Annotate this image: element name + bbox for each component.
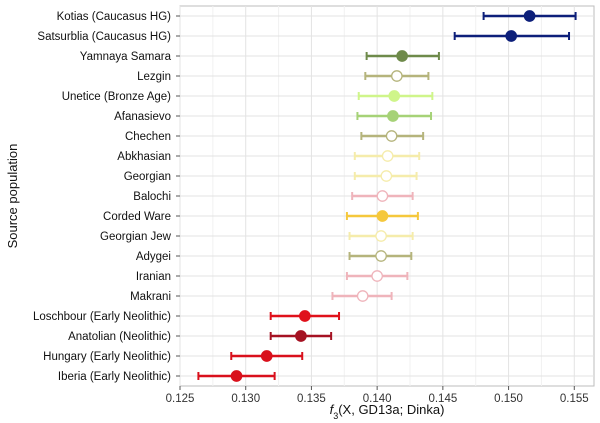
category-label: Hungary (Early Neolithic)	[43, 351, 171, 363]
data-point	[295, 330, 307, 342]
category-label: Satsurblia (Caucasus HG)	[37, 31, 171, 43]
x-tick-label: 0.140	[363, 393, 392, 405]
data-point	[391, 70, 403, 82]
data-point	[260, 350, 273, 362]
category-label: Anatolian (Neolithic)	[68, 331, 171, 343]
x-tick-labels: 0.125 0.130 0.135 0.140 0.145 0.150 0.155	[166, 386, 589, 405]
category-label: Georgian	[124, 171, 171, 183]
data-point	[387, 110, 399, 122]
data-point	[371, 270, 383, 282]
data-point	[376, 210, 389, 222]
data-point	[381, 150, 394, 162]
data-point	[388, 90, 401, 102]
data-point	[230, 370, 243, 382]
data-point	[385, 130, 398, 142]
x-tick-label: 0.145	[428, 393, 457, 405]
x-tick-label: 0.135	[297, 393, 326, 405]
x-tick-label: 0.130	[231, 393, 260, 405]
category-label: Afanasievo	[114, 111, 171, 123]
category-label: Iberia (Early Neolithic)	[58, 371, 171, 383]
category-label: Kotias (Caucasus HG)	[57, 11, 172, 23]
category-label: Yamnaya Samara	[80, 51, 172, 63]
data-point	[375, 230, 387, 242]
x-tick-label: 0.155	[560, 393, 589, 405]
data-point	[376, 190, 389, 202]
category-labels: Kotias (Caucasus HG) Satsurblia (Caucasus…	[33, 11, 180, 383]
x-axis-title: f3(X, GD13a; Dinka)	[330, 402, 445, 421]
category-label: Loschbour (Early Neolithic)	[33, 311, 171, 323]
data-point	[299, 310, 311, 322]
category-label: Unetice (Bronze Age)	[62, 91, 171, 103]
category-label: Makrani	[130, 291, 171, 303]
category-label: Georgian Jew	[100, 231, 172, 243]
data-point	[523, 10, 536, 22]
data-point	[396, 50, 408, 62]
error-bars	[197, 12, 577, 380]
data-point	[505, 30, 518, 42]
category-label: Lezgin	[137, 71, 171, 83]
data-point	[375, 250, 387, 262]
x-tick-label: 0.125	[166, 393, 195, 405]
category-label: Chechen	[125, 131, 171, 143]
data-point	[380, 170, 393, 182]
category-label: Adygei	[136, 251, 171, 263]
data-point	[356, 290, 369, 302]
category-label: Abkhasian	[117, 151, 171, 163]
x-tick-label: 0.150	[494, 393, 523, 405]
category-label: Balochi	[133, 191, 171, 203]
point-markers	[230, 10, 536, 382]
category-label: Corded Ware	[103, 211, 171, 223]
y-axis-title: Source population	[5, 144, 20, 249]
category-label: Iranian	[136, 271, 171, 283]
